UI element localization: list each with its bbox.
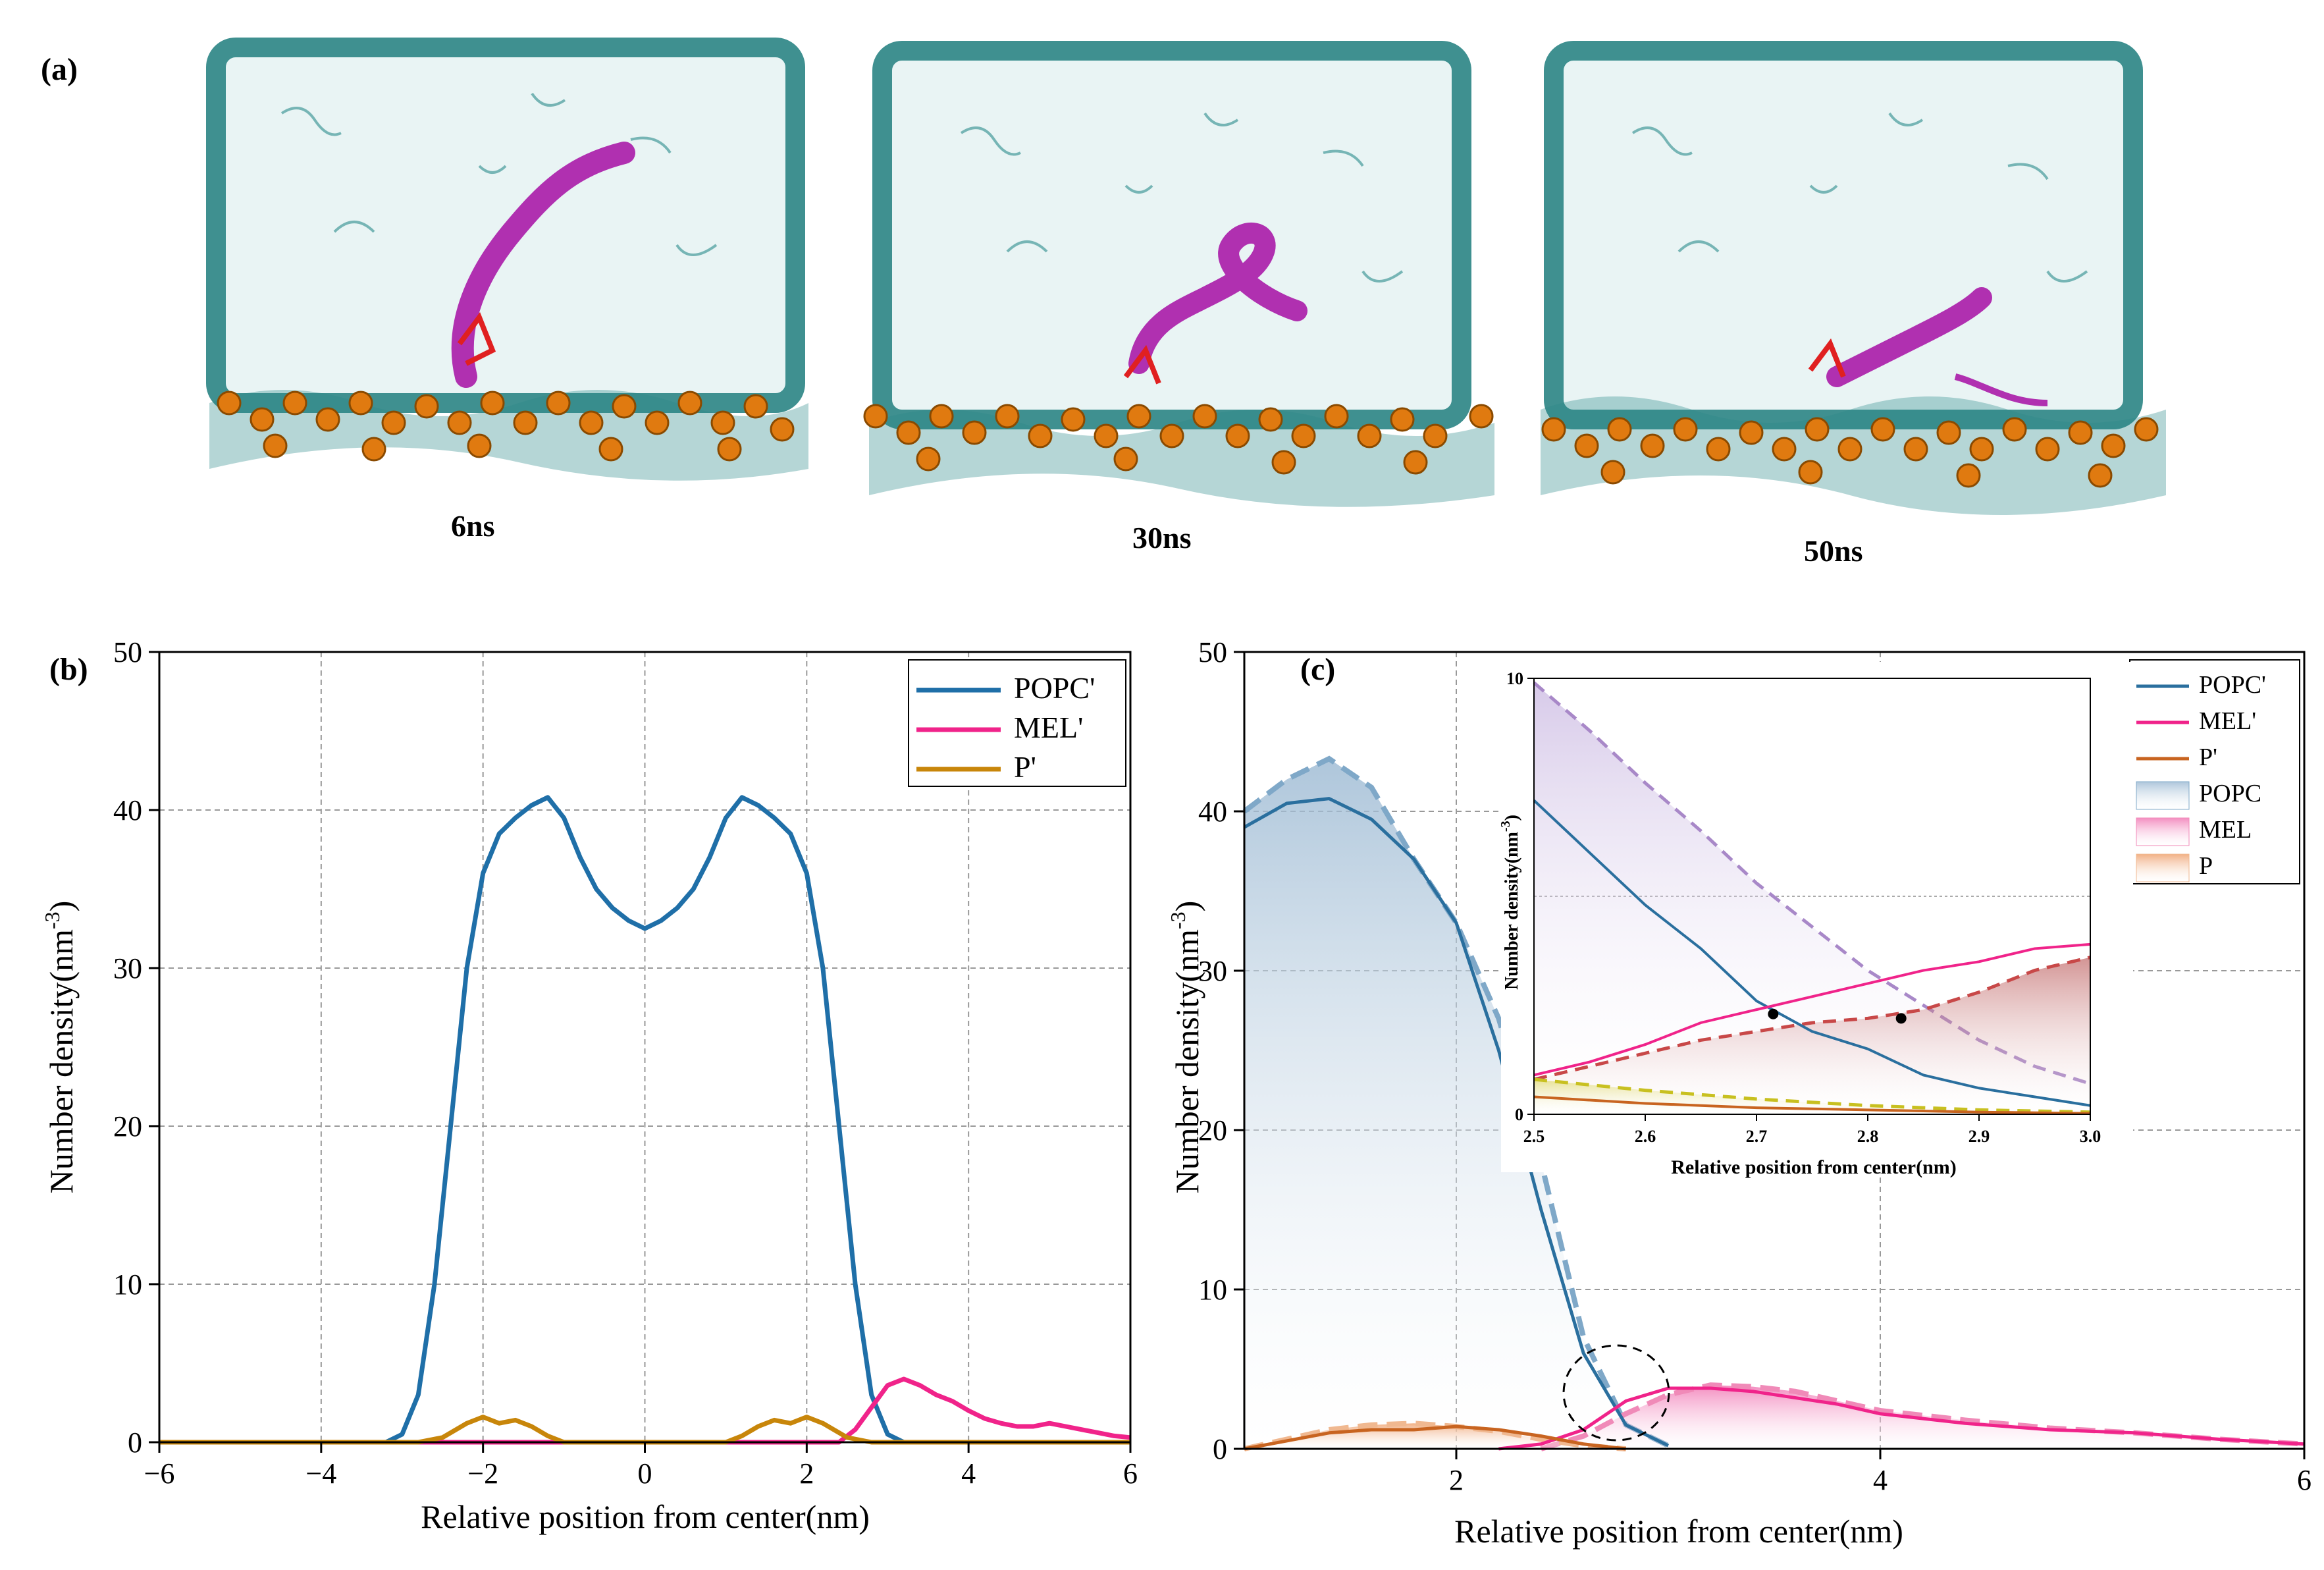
inset-area-popc xyxy=(1534,682,2090,1114)
c-series-p-prime xyxy=(1244,1424,1626,1451)
b-y-tick-label: 40 xyxy=(113,794,142,826)
c-panel-label: (c) xyxy=(1300,652,1335,687)
c-y-tick-label: 20 xyxy=(1198,1114,1227,1147)
c-legend-label-mel: MEL xyxy=(2199,816,2252,844)
c-highlight-circle xyxy=(1562,1344,1670,1442)
c-axis-ticks: 2 4 6 0 10 20 30 40 50 xyxy=(1198,636,2311,1496)
b-y-tick-label: 10 xyxy=(113,1268,142,1301)
b-y-tick-label: 30 xyxy=(113,952,142,985)
inset-crossing-marker xyxy=(1895,1013,1907,1024)
b-panel-label: (b) xyxy=(49,652,88,687)
c-inset-frame xyxy=(1533,678,2091,1115)
snapshot-50ns xyxy=(1534,34,2173,535)
c-y-tick-label: 30 xyxy=(1198,955,1227,987)
b-x-axis-label: Relative position from center(nm) xyxy=(421,1498,870,1535)
snapshot-30ns xyxy=(862,34,1501,515)
c-inset-chart: 2.5 2.6 2.7 2.8 2.9 3.0 0 10 Relative position … xyxy=(1498,662,2133,1178)
inset-x-tick-label: 3.0 xyxy=(2080,1127,2101,1146)
inset-dashed-p xyxy=(1533,1077,2091,1114)
snapshot-caption-30ns: 30ns xyxy=(1132,521,1192,555)
b-axis-ticks: −6 −4 −2 0 2 4 6 0 10 20 30 40 50 xyxy=(113,636,1138,1490)
c-series-group xyxy=(1242,755,2305,1451)
panel-a-label: (a) xyxy=(41,52,78,87)
inset-y-tick-label: 10 xyxy=(1506,669,1523,688)
inset-x-axis-label: Relative position from center(nm) xyxy=(1671,1156,1957,1178)
inset-y-tick-label: 0 xyxy=(1515,1105,1523,1124)
c-legend-box xyxy=(2129,659,2300,884)
c-legend-label-mel-prime: MEL' xyxy=(2199,707,2256,735)
c-x-axis-label: Relative position from center(nm) xyxy=(1454,1513,1903,1550)
c-legend-label-p-prime: P' xyxy=(2199,744,2217,771)
c-x-tick-label: 4 xyxy=(1873,1464,1888,1496)
inset-series-group xyxy=(1533,681,2091,1115)
snapshot-caption-6ns: 6ns xyxy=(451,509,495,543)
b-x-tick-label: 0 xyxy=(638,1457,652,1490)
b-legend-label-p-prime: P' xyxy=(1014,750,1036,784)
inset-crossing-marker xyxy=(1768,1008,1779,1019)
inset-series-p-prime xyxy=(1533,1095,2091,1115)
c-y-tick-label: 0 xyxy=(1213,1433,1227,1465)
c-legend-label-popc: POPC xyxy=(2199,780,2261,807)
c-y-tick-label: 40 xyxy=(1198,796,1227,828)
b-x-tick-label: −4 xyxy=(305,1457,336,1490)
inset-area-mel xyxy=(1534,957,2090,1114)
b-x-tick-label: −6 xyxy=(144,1457,175,1490)
inset-x-tick-label: 2.9 xyxy=(1968,1127,1990,1146)
b-legend-box xyxy=(908,659,1126,787)
c-x-tick-label: 6 xyxy=(2297,1464,2311,1496)
c-plot-frame xyxy=(1243,651,2306,1450)
snapshot-caption-50ns: 50ns xyxy=(1804,534,1863,568)
inset-x-tick-label: 2.6 xyxy=(1635,1127,1656,1146)
c-series-popc-prime xyxy=(1243,797,1670,1448)
c-y-tick-label: 10 xyxy=(1198,1274,1227,1306)
density-chart-b: −6 −4 −2 0 2 4 6 0 10 20 30 40 50 (b) Relative posit… xyxy=(40,636,1138,1535)
inset-x-tick-label: 2.8 xyxy=(1857,1127,1879,1146)
c-legend-label-popc-prime: POPC' xyxy=(2199,671,2266,699)
b-legend: POPC' MEL' P' xyxy=(908,659,1126,787)
b-series-popc-prime xyxy=(159,795,1130,1445)
c-x-tick-label: 2 xyxy=(1449,1464,1464,1496)
c-y-axis-label: Number density(nm-3) xyxy=(1166,901,1205,1194)
inset-series-popc-prime xyxy=(1533,799,2091,1107)
b-series-mel-prime xyxy=(159,1376,1131,1445)
snapshot-6ns xyxy=(203,34,814,482)
c-legend-label-p: P xyxy=(2199,852,2213,880)
c-legend-swatch-mel xyxy=(2136,817,2190,846)
b-y-tick-label: 50 xyxy=(113,636,142,668)
b-legend-label-mel-prime: MEL' xyxy=(1014,711,1083,744)
c-legend-swatch-popc xyxy=(2136,781,2190,810)
b-x-tick-label: 2 xyxy=(799,1457,814,1490)
inset-x-tick-label: 2.5 xyxy=(1523,1127,1545,1146)
inset-x-tick-label: 2.7 xyxy=(1746,1127,1768,1146)
c-series-mel-prime xyxy=(1498,1386,2305,1451)
snapshot-6ns-image xyxy=(206,38,808,481)
c-legend-swatch-p xyxy=(2136,853,2190,882)
c-dashed-p xyxy=(1244,1421,1626,1451)
snapshot-50ns-image xyxy=(1541,41,2166,515)
c-y-tick-label: 50 xyxy=(1198,636,1227,668)
inset-axis-ticks: 2.5 2.6 2.7 2.8 2.9 3.0 0 10 xyxy=(1506,669,2101,1146)
snapshot-30ns-image xyxy=(863,41,1494,507)
b-y-axis-label: Number density(nm-3) xyxy=(40,901,80,1194)
b-legend-label-popc-prime: POPC' xyxy=(1014,671,1095,705)
inset-series-mel-prime xyxy=(1533,942,2091,1077)
b-y-tick-label: 20 xyxy=(113,1110,142,1143)
b-y-tick-label: 0 xyxy=(128,1426,142,1459)
b-x-tick-label: −2 xyxy=(467,1457,498,1490)
c-legend: POPC' MEL' P' POPC MEL P xyxy=(2129,659,2300,884)
b-x-tick-label: 6 xyxy=(1123,1457,1138,1490)
inset-dashed-mel xyxy=(1533,956,2091,1081)
inset-y-axis-label: Number density(nm-3) xyxy=(1498,815,1522,990)
density-chart-c: 2 4 6 0 10 20 30 40 50 (c) Relative position fro… xyxy=(1166,636,2311,1550)
b-x-tick-label: 4 xyxy=(961,1457,976,1490)
